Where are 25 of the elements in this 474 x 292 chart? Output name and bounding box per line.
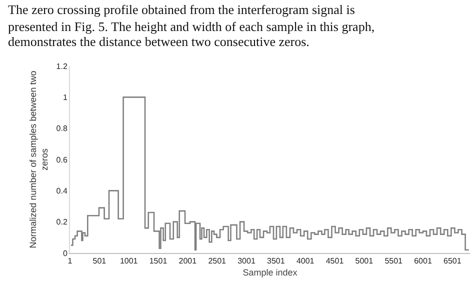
text: demonstrates the distance between two consecutive zeros. — [8, 34, 310, 49]
x-tick-label: 1501 — [149, 256, 168, 266]
x-tick-label: 2001 — [178, 256, 198, 266]
text: The zero crossing profile obtained from the interferogram signal is — [8, 2, 355, 17]
y-tick-label: 1 — [62, 92, 68, 102]
y-tick-label: 1.2 — [56, 62, 68, 71]
y-tick-label: 0.8 — [56, 124, 68, 134]
x-tick-label: 3501 — [267, 256, 286, 266]
x-tick-label: 4001 — [296, 256, 315, 266]
y-axis-title: Normalized number of samples between two zeros — [28, 70, 50, 248]
x-tick-label: 501 — [92, 256, 107, 266]
x-tick-label: 2501 — [208, 256, 227, 266]
x-tick-label: 6001 — [414, 256, 432, 266]
x-tick-label: 5501 — [384, 256, 404, 266]
y-tick-label: 0.4 — [56, 186, 68, 196]
x-tick-label: 6501 — [444, 256, 462, 266]
x-tick-label: 5001 — [355, 256, 374, 266]
x-tick-label: 3001 — [238, 256, 256, 266]
y-tick-label: 0.6 — [56, 155, 68, 164]
x-tick-label: 1001 — [120, 256, 138, 266]
x-tick-label: 4501 — [326, 256, 344, 266]
y-tick-label: 0 — [62, 248, 68, 258]
y-tick-label: 0.2 — [56, 218, 68, 227]
x-axis-title: Sample index — [242, 267, 298, 278]
text: presented in Fig. 5. The height and width of each sample in this graph, — [8, 19, 375, 34]
